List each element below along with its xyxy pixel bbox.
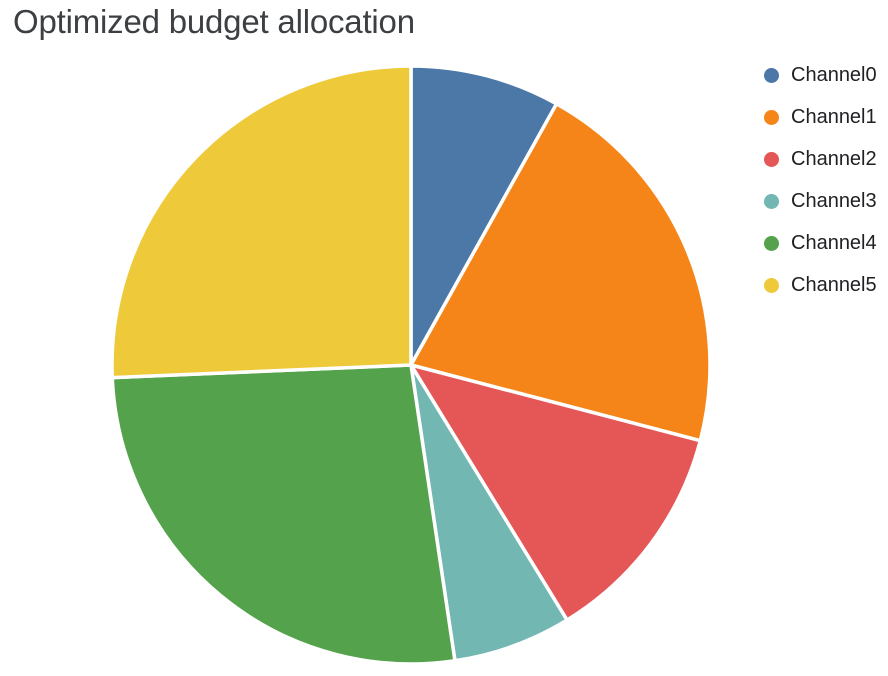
- legend-item-channel0: Channel0: [764, 65, 877, 86]
- pie-slice-channel1[interactable]: [409, 102, 712, 443]
- chart-title: Optimized budget allocation: [13, 3, 415, 40]
- legend: Channel0 Channel1 Channel2 Channel3 Channel4…: [764, 65, 877, 296]
- legend-label: Channel1: [791, 106, 877, 128]
- legend-item-channel2: Channel2: [764, 149, 877, 170]
- legend-label: Channel2: [791, 148, 877, 170]
- pie-slice-channel4[interactable]: [110, 363, 457, 666]
- legend-item-channel1: Channel1: [764, 107, 877, 128]
- legend-swatch-channel0: [764, 68, 779, 83]
- legend-label: Channel5: [791, 274, 877, 296]
- legend-label: Channel3: [791, 190, 877, 212]
- legend-swatch-channel3: [764, 194, 779, 209]
- pie-slice-channel0[interactable]: [409, 64, 559, 367]
- legend-swatch-channel5: [764, 278, 779, 293]
- legend-swatch-channel1: [764, 110, 779, 125]
- pie-slice-channel2[interactable]: [409, 363, 703, 622]
- pie-slice-channel3[interactable]: [409, 363, 569, 663]
- legend-item-channel4: Channel4: [764, 233, 877, 254]
- legend-item-channel3: Channel3: [764, 191, 877, 212]
- legend-label: Channel4: [791, 232, 877, 254]
- legend-label: Channel0: [791, 64, 877, 86]
- pie-slice-channel5[interactable]: [110, 64, 413, 380]
- legend-swatch-channel2: [764, 152, 779, 167]
- legend-item-channel5: Channel5: [764, 275, 877, 296]
- legend-swatch-channel4: [764, 236, 779, 251]
